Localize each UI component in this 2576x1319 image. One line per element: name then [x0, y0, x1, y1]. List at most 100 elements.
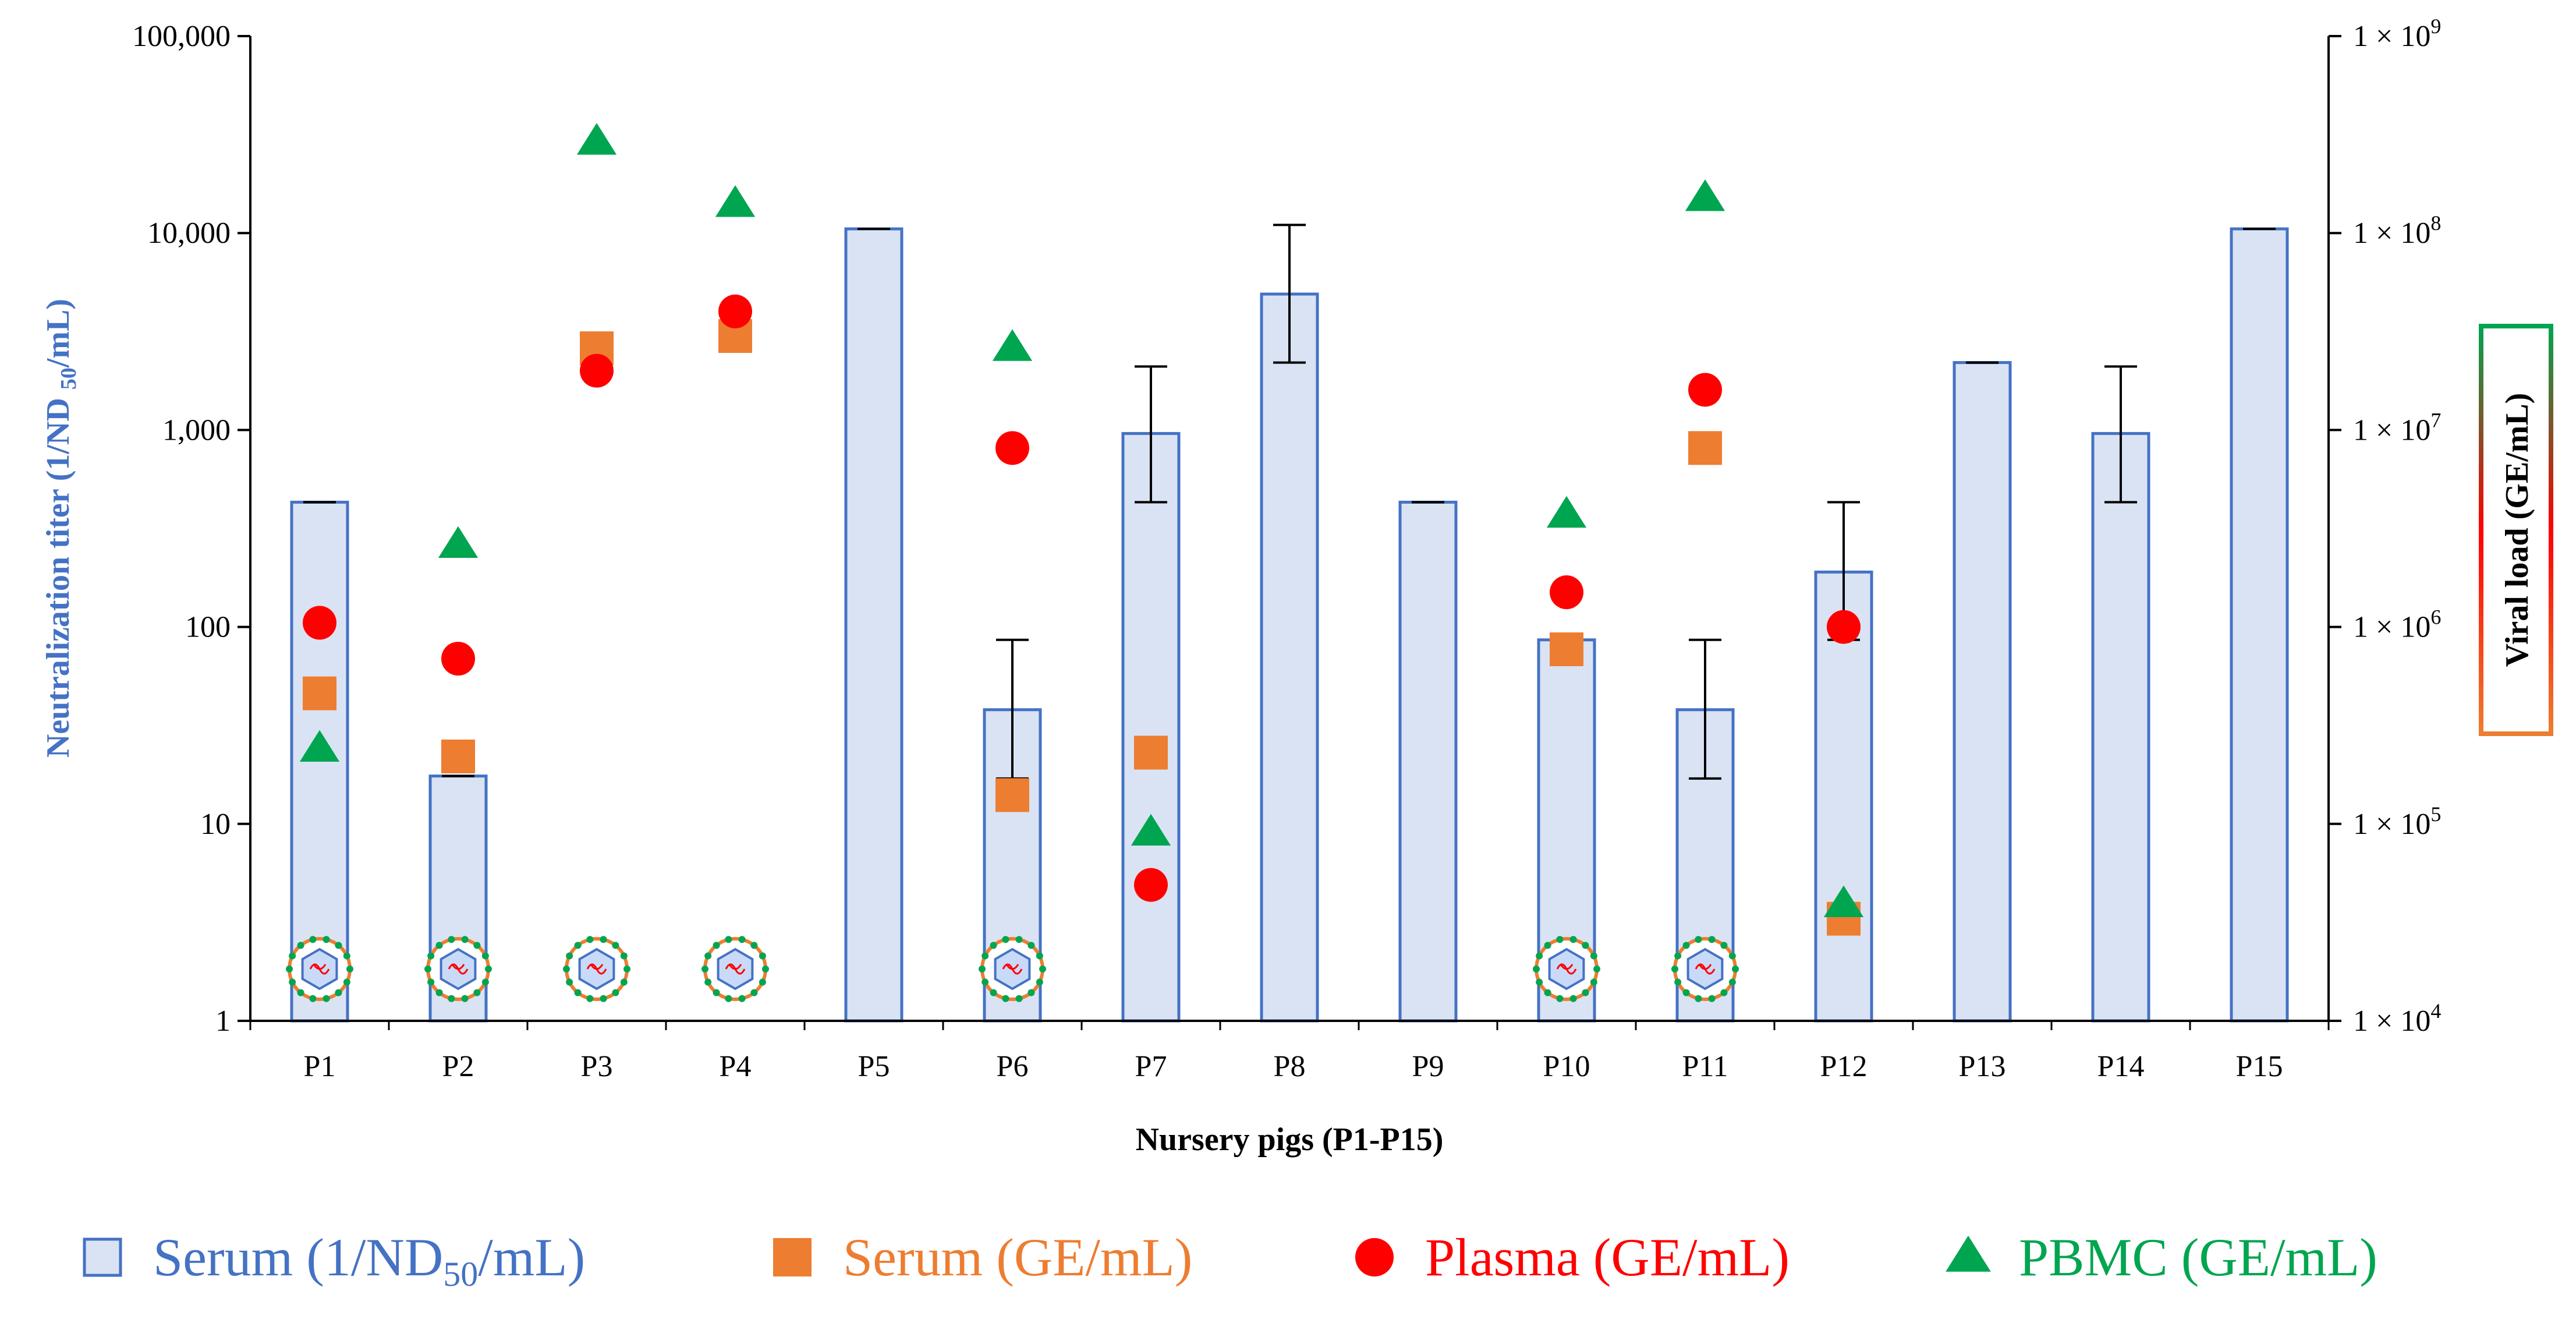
x-tick-label: P7 [1135, 1050, 1167, 1083]
virus-spike [701, 966, 708, 973]
bar-P7 [1121, 432, 1181, 1023]
virus-spike [335, 942, 342, 949]
legend-label: PBMC (GE/mL) [2019, 1228, 2377, 1287]
left-tick-label: 100,000 [132, 20, 231, 53]
virus-spike [704, 978, 712, 986]
virus-spike [427, 978, 435, 986]
y2-title-frame [2479, 324, 2553, 736]
virus-spike [704, 952, 712, 960]
virus-spike [309, 936, 317, 943]
virus-spike [448, 995, 455, 1002]
virus-genome [586, 963, 607, 975]
square-point-P10 [1550, 632, 1583, 666]
bar-P5 [844, 227, 903, 1023]
virus-spike [481, 978, 489, 986]
y2-axis-title-box: Viral load (GE/mL) [2479, 324, 2553, 736]
virus-spike [750, 942, 758, 949]
circle-point-P10 [1550, 575, 1583, 610]
right-tick-label: 1 × 106 [2353, 606, 2441, 644]
virus-genome [1695, 963, 1716, 975]
virus-icon-P3 [563, 936, 630, 1002]
virus-spike [481, 952, 489, 960]
virus-genome [1556, 963, 1577, 975]
virus-spike [713, 989, 720, 996]
virus-icon-P10 [1533, 936, 1600, 1002]
plot-area [249, 123, 2330, 1030]
virus-spike [990, 942, 997, 949]
virus-spike [600, 936, 607, 943]
virus-spike [1544, 942, 1551, 949]
virus-spike [1582, 942, 1589, 949]
virus-spike [289, 978, 296, 986]
virus-spike [1544, 989, 1551, 996]
legend-item-3: Plasma (GE/mL) [1355, 1228, 1790, 1287]
virus-spike [620, 952, 628, 960]
virus-spike [461, 995, 469, 1002]
virus-spike [1593, 966, 1600, 973]
virus-spike [1590, 952, 1597, 960]
virus-spike [473, 989, 481, 996]
virus-spike [1015, 995, 1023, 1002]
virus-spike [1671, 966, 1678, 973]
virus-spike [323, 936, 330, 943]
virus-spike [725, 995, 732, 1002]
triangle-point-P3 [576, 123, 617, 155]
right-tick-exponent: 9 [2430, 15, 2441, 38]
right-tick-exponent: 4 [2430, 999, 2441, 1023]
virus-spike [738, 936, 746, 943]
right-tick-label: 1 × 108 [2353, 211, 2441, 250]
virus-spike [427, 952, 435, 960]
virus-spike [335, 989, 342, 996]
virus-spike [750, 989, 758, 996]
virus-spike [1728, 978, 1736, 986]
virus-spike [1015, 936, 1023, 943]
legend-item-4: PBMC (GE/mL) [1946, 1228, 2377, 1287]
virus-spike [738, 995, 746, 1002]
virus-spike [323, 995, 330, 1002]
virus-spike [1002, 995, 1009, 1002]
y-axis-title: Neutralization titer (1/ND 50/mL) [40, 299, 81, 758]
virus-spike [1027, 989, 1035, 996]
x-axis-title: Nursery pigs (P1-P15) [1136, 1122, 1444, 1158]
legend-item-2: Serum (GE/mL) [773, 1228, 1192, 1287]
x-tick-label: P8 [1274, 1050, 1306, 1083]
legend-label: Serum (1/ND50/mL) [153, 1228, 585, 1293]
right-tick-exponent: 7 [2430, 408, 2441, 432]
legend-swatch-triangle [1946, 1235, 1991, 1272]
virus-spike [1036, 978, 1043, 986]
virus-spike [1695, 936, 1702, 943]
right-tick-label: 1 × 109 [2353, 15, 2441, 53]
bar-P8 [1260, 292, 1319, 1023]
circle-point-P11 [1688, 373, 1722, 407]
virus-spike [1533, 966, 1540, 973]
virus-spike [586, 995, 594, 1002]
x-tick-label: P1 [304, 1050, 336, 1083]
virus-spike [1590, 978, 1597, 986]
y2-axis-title: Viral load (GE/mL) [2499, 393, 2535, 667]
virus-spike [1569, 995, 1577, 1002]
right-tick-label: 1 × 107 [2353, 408, 2441, 447]
virus-spike [1708, 995, 1716, 1002]
virus-icon-P1 [286, 936, 353, 1002]
square-point-P1 [303, 676, 336, 710]
virus-spike [1536, 978, 1543, 986]
virus-icon-P6 [979, 936, 1046, 1002]
virus-spike [473, 942, 481, 949]
bar-P12 [1814, 570, 1873, 1023]
virus-spike [424, 966, 431, 973]
virus-spike [1036, 952, 1043, 960]
right-tick-label: 1 × 104 [2353, 999, 2441, 1038]
virus-spike [1536, 952, 1543, 960]
square-point-P2 [441, 739, 475, 773]
virus-spike [725, 936, 732, 943]
virus-spike [1720, 942, 1728, 949]
legend-label-rest: /mL) [478, 1228, 585, 1287]
virus-spike [566, 978, 573, 986]
left-tick-label: 1,000 [162, 413, 231, 447]
right-tick-exponent: 5 [2430, 802, 2441, 826]
virus-spike [1695, 995, 1702, 1002]
square-point-P11 [1688, 431, 1722, 465]
left-tick-label: 100 [185, 611, 231, 644]
virus-spike [586, 936, 594, 943]
